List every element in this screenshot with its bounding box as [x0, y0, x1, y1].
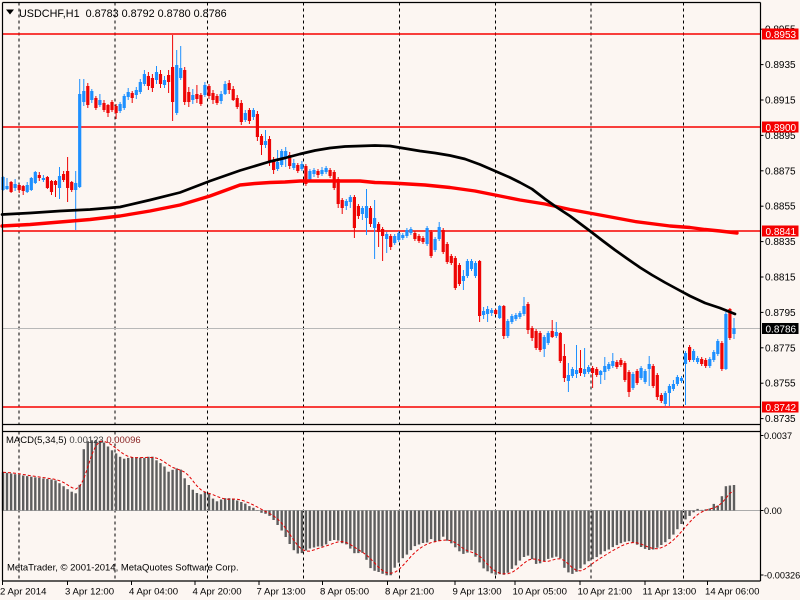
svg-text:0.8735: 0.8735 — [765, 414, 796, 425]
svg-text:2 Apr 2014: 2 Apr 2014 — [0, 587, 47, 598]
svg-text:8 Apr 05:00: 8 Apr 05:00 — [320, 587, 369, 598]
svg-text:0.8786: 0.8786 — [766, 324, 797, 335]
svg-text:7 Apr 13:00: 7 Apr 13:00 — [257, 587, 306, 598]
svg-text:0.8935: 0.8935 — [765, 60, 796, 71]
svg-text:0.8742: 0.8742 — [766, 403, 797, 414]
svg-text:0.00: 0.00 — [764, 506, 782, 516]
svg-text:0.8815: 0.8815 — [765, 273, 796, 284]
svg-text:0.8795: 0.8795 — [765, 308, 796, 319]
svg-text:0.8835: 0.8835 — [765, 237, 796, 248]
svg-text:0.8855: 0.8855 — [765, 202, 796, 213]
svg-text:10 Apr 05:00: 10 Apr 05:00 — [513, 587, 567, 598]
svg-text:0.8755: 0.8755 — [765, 379, 796, 390]
svg-text:0.8895: 0.8895 — [765, 131, 796, 142]
svg-text:11 Apr 13:00: 11 Apr 13:00 — [643, 587, 697, 598]
svg-text:4 Apr 20:00: 4 Apr 20:00 — [193, 587, 242, 598]
svg-text:0.8953: 0.8953 — [766, 30, 797, 41]
svg-text:USDCHF,H1 0.8783 0.8792 0.878: USDCHF,H1 0.8783 0.8792 0.8780 0.8786 — [19, 8, 227, 20]
svg-text:0.8900: 0.8900 — [766, 123, 797, 134]
svg-text:9 Apr 13:00: 9 Apr 13:00 — [453, 587, 502, 598]
svg-text:3 Apr 12:00: 3 Apr 12:00 — [65, 587, 114, 598]
svg-text:4 Apr 04:00: 4 Apr 04:00 — [129, 587, 178, 598]
svg-text:MetaTrader, © 2001-2014, MetaQ: MetaTrader, © 2001-2014, MetaQuotes Soft… — [7, 563, 239, 574]
svg-text:0.8875: 0.8875 — [765, 166, 796, 177]
svg-text:0.8841: 0.8841 — [766, 227, 797, 238]
svg-text:8 Apr 21:00: 8 Apr 21:00 — [385, 587, 434, 598]
svg-text:MACD(5,34,5) 0.00123 0.00096: MACD(5,34,5) 0.00123 0.00096 — [6, 435, 141, 446]
svg-text:10 Apr 21:00: 10 Apr 21:00 — [578, 587, 632, 598]
svg-text:0.8775: 0.8775 — [765, 343, 796, 354]
svg-text:0.8915: 0.8915 — [765, 96, 796, 107]
svg-text:14 Apr 06:00: 14 Apr 06:00 — [705, 587, 759, 598]
svg-text:-0.00326: -0.00326 — [764, 571, 800, 581]
svg-text:0.0037: 0.0037 — [764, 431, 792, 441]
